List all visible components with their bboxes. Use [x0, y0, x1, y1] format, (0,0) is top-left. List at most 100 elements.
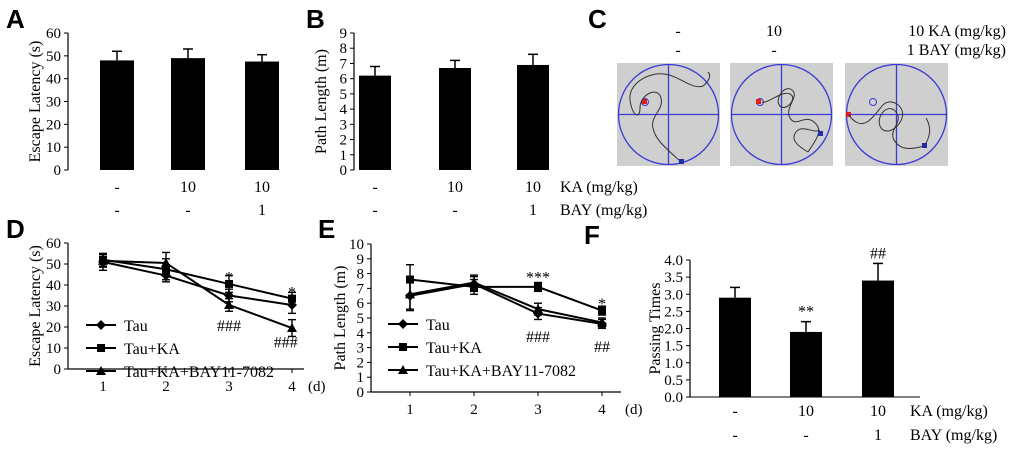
platform-target [869, 98, 877, 106]
y-tick-label: 10 [46, 341, 61, 357]
x-tick-label: 4 [598, 402, 606, 418]
series-line [409, 278, 603, 312]
x-category-ka: 10 [254, 179, 270, 196]
y-tick-label: 1.0 [664, 356, 683, 372]
y-tick-label: 4.0 [664, 253, 683, 269]
y-tick-label: 1.5 [664, 339, 683, 355]
y-tick-label: 50 [46, 257, 61, 273]
y-tick-label: 0 [340, 163, 348, 179]
x-tick-label: 4 [288, 379, 296, 395]
significance-mark: ### [526, 329, 550, 346]
marker-triangle [224, 299, 234, 309]
y-tick-label: 3 [340, 117, 348, 133]
start-blue-marker [679, 159, 684, 164]
y-tick-label: 6 [357, 296, 365, 312]
significance-mark: ### [274, 335, 298, 352]
y-tick-label: 5 [340, 87, 348, 103]
bar [517, 64, 549, 170]
panel-letter-e: E [318, 214, 335, 244]
x-tick-label: 3 [225, 379, 233, 395]
x-category-bay: - [114, 202, 119, 219]
y-tick-label: 60 [46, 236, 61, 252]
y-tick-label: 10 [46, 140, 61, 156]
c-header-2-3: 1 BAY (mg/kg) [907, 42, 1006, 59]
significance-mark: ** [798, 304, 814, 321]
y-tick-label: 8 [357, 267, 365, 283]
bar [100, 60, 134, 170]
swim-trace [761, 88, 821, 153]
bar [719, 297, 751, 397]
significance-mark: ## [870, 245, 886, 262]
platform-red-marker [642, 99, 647, 104]
legend-label: Tau [426, 317, 450, 334]
x-category-bay: - [803, 427, 808, 444]
marker-triangle [405, 289, 415, 299]
x-category-ka: 10 [525, 179, 541, 196]
series-triangle [98, 251, 297, 338]
marker-triangle [597, 317, 607, 327]
start-blue-marker [922, 143, 927, 148]
row-label-bay: BAY (mg/kg) [910, 427, 997, 444]
legend-label: Tau+KA [426, 340, 482, 357]
x-category-bay: 1 [529, 202, 537, 219]
x-category-ka: 10 [870, 403, 886, 420]
panel-letter-a: A [6, 4, 25, 34]
x-tick-label: 2 [470, 402, 478, 418]
x-unit-label: (d) [308, 379, 326, 395]
y-tick-label: 50 [46, 49, 61, 65]
x-category-bay: - [452, 202, 457, 219]
panel-letter-b: B [306, 4, 325, 34]
y-axis-title: Passing Times [647, 282, 664, 374]
x-unit-label: (d) [625, 402, 643, 418]
y-axis-title: Escape Latency (s) [27, 245, 44, 367]
y-axis-title: Escape Latency (s) [27, 41, 44, 163]
legend-label: Tau [124, 318, 148, 335]
x-category-ka: 10 [180, 179, 196, 196]
c-header-1-1: - [675, 23, 680, 40]
series-line [409, 282, 603, 325]
legend-label: Tau+KA+BAY11-7082 [426, 363, 576, 380]
y-tick-label: 7 [357, 281, 365, 297]
x-category-bay: - [732, 427, 737, 444]
marker-triangle [533, 304, 543, 314]
x-category-ka: 10 [447, 179, 463, 196]
y-tick-label: 0.0 [664, 390, 683, 406]
x-tick-label: 3 [534, 402, 542, 418]
x-category-bay: 1 [874, 427, 882, 444]
bar [359, 75, 391, 170]
y-tick-label: 5 [357, 311, 365, 327]
significance-mark: ### [217, 318, 241, 335]
y-tick-label: 2 [340, 133, 348, 149]
swim-trace [629, 71, 711, 163]
y-axis-title: Path Length (m) [313, 49, 330, 154]
marker-square [598, 306, 606, 315]
swim-path-images [617, 63, 948, 166]
y-tick-label: 40 [46, 72, 61, 88]
y-tick-label: 0 [357, 385, 365, 401]
y-tick-label: 20 [46, 117, 61, 133]
c-header-1-3: 10 KA (mg/kg) [908, 23, 1006, 40]
y-tick-label: 2.5 [664, 304, 683, 320]
bar [790, 331, 822, 397]
c-header-2-2: - [771, 42, 776, 59]
marker-triangle [161, 257, 171, 267]
marker-triangle [287, 323, 297, 333]
y-tick-label: 0 [54, 163, 62, 179]
significance-mark: ## [594, 339, 610, 356]
bar [862, 280, 894, 397]
x-category-bay: 1 [258, 202, 266, 219]
y-tick-label: 9 [357, 252, 365, 268]
x-category-ka: - [732, 403, 737, 420]
significance-mark: * [598, 296, 606, 313]
y-tick-label: 9 [340, 26, 348, 42]
x-category-ka: 10 [798, 403, 814, 420]
y-tick-label: 4 [357, 326, 365, 342]
marker-triangle [398, 365, 408, 374]
chart-d: 0 10 20 30 40 50 60 1 2 3 4 (d) Escape Latency (s) Ta… [27, 236, 326, 395]
marker-square [534, 282, 542, 291]
c-header-2-1: - [675, 42, 680, 59]
marker-square [97, 344, 105, 352]
